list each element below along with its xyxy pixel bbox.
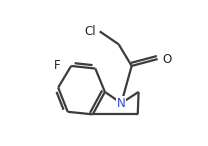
Text: F: F (54, 59, 61, 72)
Text: O: O (163, 53, 172, 66)
Text: Cl: Cl (85, 25, 96, 38)
Text: N: N (117, 97, 126, 110)
